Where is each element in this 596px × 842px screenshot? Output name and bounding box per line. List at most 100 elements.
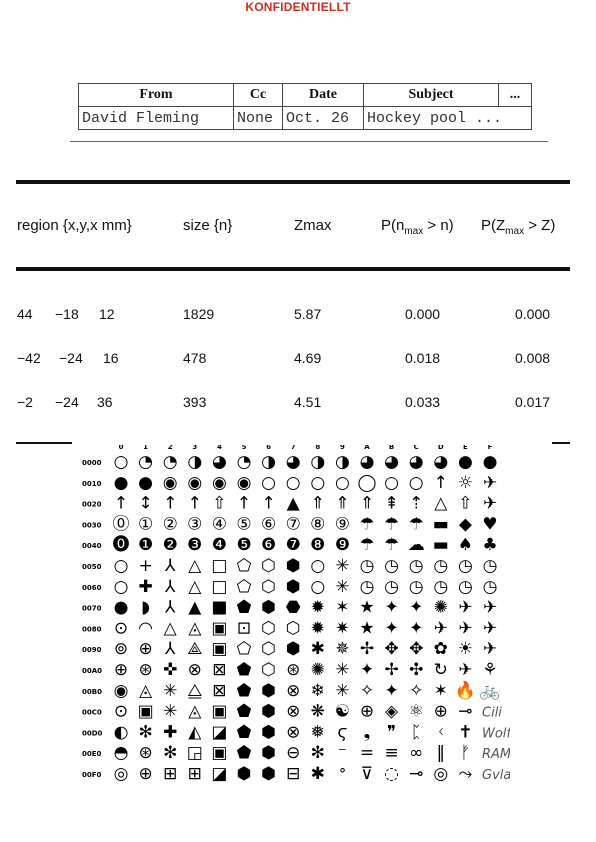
column-label: 7 (291, 445, 296, 451)
symbol-glyph: □ (211, 577, 227, 597)
row-3-pn: 0.033 (405, 394, 441, 410)
confidential-label: KONFIDENTIELLT (245, 0, 351, 14)
header-size: size {n} (183, 217, 233, 234)
symbol-glyph: ✦ (360, 660, 374, 680)
symbol-glyph: ✺ (311, 660, 325, 680)
symbol-glyph: ☁ (408, 535, 425, 555)
symbol-glyph: ≡ (384, 743, 398, 763)
symbol-glyph: ◷ (384, 556, 399, 576)
symbol-glyph: ⬢ (261, 598, 276, 618)
row-1-pn: 0.000 (405, 306, 441, 322)
symbol-glyph: ○ (114, 452, 129, 472)
symbol-glyph: Gvlabs (482, 768, 510, 783)
symbol-glyph: ☂ (384, 535, 399, 555)
symbol-glyph: ⬡ (261, 556, 276, 576)
symbol-glyph: ◗ (141, 598, 150, 618)
symbol-glyph: ◔ (237, 452, 252, 472)
symbol-glyph: ✈ (483, 494, 497, 514)
symbol-glyph: ○ (310, 556, 325, 576)
symbol-glyph: + (138, 556, 152, 576)
symbol-glyph: ❋ (311, 702, 325, 722)
row-1-y: −18 (55, 306, 79, 322)
symbol-glyph: ▣ (211, 743, 227, 763)
symbol-glyph: ⓪ (113, 514, 130, 534)
symbol-glyph: ⑧ (310, 514, 325, 534)
symbol-glyph: ◉ (163, 473, 178, 493)
symbol-glyph: ⇞ (384, 494, 398, 514)
symbol-glyph: ᐤ (339, 764, 346, 784)
symbol-glyph: ④ (212, 514, 227, 534)
symbol-glyph: ⬟ (237, 660, 252, 680)
symbol-glyph: ○ (261, 473, 276, 493)
symbol-glyph: ◷ (483, 577, 498, 597)
symbol-glyph: ⬡ (261, 577, 276, 597)
row-label: 00D0 (82, 729, 103, 737)
symbol-glyph: RAMF (482, 747, 510, 762)
row-1-x: 44 (17, 306, 33, 322)
memo-underline (70, 141, 548, 142)
row-3-pz: 0.017 (515, 394, 551, 410)
symbol-glyph: ⬟ (237, 743, 252, 763)
symbol-glyph: ❺ (236, 535, 251, 555)
symbol-glyph: ✻ (138, 722, 152, 742)
symbol-glyph: ① (138, 514, 153, 534)
row-3-x: −2 (17, 394, 33, 410)
symbol-glyph: ⬢ (237, 764, 252, 784)
symbol-glyph: ↻ (434, 660, 448, 680)
symbol-glyph: ✈ (458, 598, 472, 618)
header-region: region {x,y,x mm} (17, 217, 132, 234)
symbol-glyph: ♠ (458, 535, 473, 555)
header-pz-post: > Z) (524, 217, 556, 234)
symbol-glyph: ⇡ (409, 494, 423, 514)
symbol-glyph: ✚ (163, 722, 177, 742)
symbol-glyph: ◉ (212, 473, 227, 493)
symbol-glyph: ⬟ (237, 681, 252, 701)
symbol-glyph: ☂ (409, 514, 424, 534)
symbol-glyph: ‖ (437, 743, 446, 763)
symbol-glyph: ⇑ (311, 494, 325, 514)
symbol-glyph: ◆ (459, 514, 473, 534)
symbol-glyph: ★ (359, 598, 374, 618)
symbol-glyph: ✈ (483, 473, 497, 493)
symbol-glyph: ◔ (163, 452, 178, 472)
symbol-glyph: ● (138, 473, 153, 493)
symbol-glyph: ⇑ (335, 494, 349, 514)
symbol-glyph: ✧ (409, 681, 423, 701)
symbol-glyph: ◕ (409, 452, 424, 472)
symbol-glyph: ◬ (139, 681, 153, 701)
header-pn-post: > n) (423, 217, 454, 234)
symbol-glyph: ◑ (261, 452, 276, 472)
symbol-glyph: ● (114, 598, 129, 618)
symbol-grid: 0 1 2 3 4 5 6 7 8 9 A B C D E F 0000 ○ ◔ ◔ ◑ ◕ ◔ ◑ ◕ ◑ ◑ ◕ ◕ ◕ ◕ ● ● 0010… (82, 445, 510, 784)
column-label: 3 (192, 445, 197, 451)
symbol-glyph: ↑ (237, 494, 251, 514)
row-label: 00A0 (82, 667, 102, 675)
symbol-glyph: ☂ (359, 514, 374, 534)
header-pn-pre: P(n (381, 217, 405, 234)
column-label: B (389, 445, 394, 451)
symbol-glyph: ⊚ (114, 639, 128, 659)
symbol-glyph: ♣ (482, 535, 497, 555)
symbol-glyph: ⇧ (458, 494, 472, 514)
symbol-glyph: ◷ (483, 556, 498, 576)
memo-col-more: ... (498, 83, 532, 107)
symbol-glyph: ⊽ (361, 764, 373, 784)
symbol-glyph: ✧ (360, 681, 374, 701)
symbol-glyph: ᚲ (436, 722, 446, 742)
symbol-glyph: ★ (359, 618, 374, 638)
row-label: 00C0 (82, 709, 102, 717)
symbol-glyph: ○ (310, 577, 325, 597)
symbol-glyph: ▬ (433, 514, 449, 534)
symbol-glyph: ◕ (212, 452, 227, 472)
symbol-glyph: ⁻ (338, 743, 347, 763)
header-pn: P(nmax > n) (381, 217, 454, 237)
symbol-glyph: ⅄ (164, 577, 176, 597)
symbol-glyph: ⬢ (261, 702, 276, 722)
row-3-zmax: 4.51 (294, 394, 322, 410)
symbol-glyph: ● (483, 452, 498, 472)
memo-value-row: David Fleming None Oct. 26 Hockey pool .… (78, 106, 532, 130)
header-pn-sub: max (404, 226, 424, 237)
symbol-glyph: ✈ (434, 618, 448, 638)
symbol-glyph: ◕ (286, 452, 301, 472)
symbol-glyph: ✣ (409, 660, 423, 680)
